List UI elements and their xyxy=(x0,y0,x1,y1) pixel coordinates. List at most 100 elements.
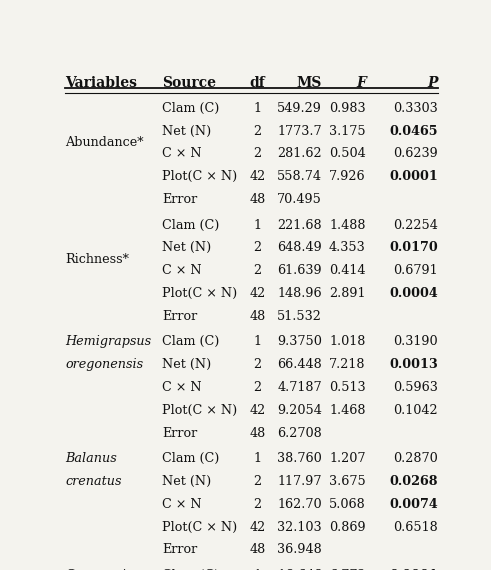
Text: 36.948: 36.948 xyxy=(277,543,322,556)
Text: Error: Error xyxy=(162,310,197,323)
Text: 1: 1 xyxy=(253,452,261,465)
Text: Net (N): Net (N) xyxy=(162,125,212,138)
Text: df: df xyxy=(249,76,265,90)
Text: 1: 1 xyxy=(253,335,261,348)
Text: 281.62: 281.62 xyxy=(277,148,322,161)
Text: C × N: C × N xyxy=(162,498,202,511)
Text: 0.6518: 0.6518 xyxy=(393,520,438,534)
Text: Error: Error xyxy=(162,426,197,439)
Text: 2: 2 xyxy=(253,242,261,254)
Text: 4.353: 4.353 xyxy=(329,242,366,254)
Text: 6.772: 6.772 xyxy=(329,569,366,570)
Text: 38.760: 38.760 xyxy=(277,452,322,465)
Text: 0.504: 0.504 xyxy=(329,148,366,161)
Text: Balanus: Balanus xyxy=(65,452,117,465)
Text: P: P xyxy=(428,76,438,90)
Text: 0.0465: 0.0465 xyxy=(389,125,438,138)
Text: 0.983: 0.983 xyxy=(329,102,366,115)
Text: 4.7187: 4.7187 xyxy=(277,381,322,394)
Text: 0.1042: 0.1042 xyxy=(393,404,438,417)
Text: 1: 1 xyxy=(253,218,261,231)
Text: Abundance*: Abundance* xyxy=(65,136,144,149)
Text: F: F xyxy=(356,76,366,90)
Text: 51.532: 51.532 xyxy=(277,310,322,323)
Text: 0.3303: 0.3303 xyxy=(393,102,438,115)
Text: Community: Community xyxy=(65,569,139,570)
Text: Clam (C): Clam (C) xyxy=(162,218,219,231)
Text: 549.29: 549.29 xyxy=(277,102,322,115)
Text: MS: MS xyxy=(297,76,322,90)
Text: Plot(C × N): Plot(C × N) xyxy=(162,404,238,417)
Text: 0.0013: 0.0013 xyxy=(389,358,438,371)
Text: 32.103: 32.103 xyxy=(277,520,322,534)
Text: 1: 1 xyxy=(253,569,261,570)
Text: Clam (C): Clam (C) xyxy=(162,335,219,348)
Text: 0.0074: 0.0074 xyxy=(389,498,438,511)
Text: 648.49: 648.49 xyxy=(277,242,322,254)
Text: 1.468: 1.468 xyxy=(329,404,366,417)
Text: 2.891: 2.891 xyxy=(329,287,366,300)
Text: 558.74: 558.74 xyxy=(277,170,322,184)
Text: 18 648: 18 648 xyxy=(277,569,322,570)
Text: Error: Error xyxy=(162,543,197,556)
Text: 1.488: 1.488 xyxy=(329,218,366,231)
Text: 0.0004: 0.0004 xyxy=(389,287,438,300)
Text: crenatus: crenatus xyxy=(65,475,122,488)
Text: 66.448: 66.448 xyxy=(277,358,322,371)
Text: 0.6239: 0.6239 xyxy=(393,148,438,161)
Text: 0.0170: 0.0170 xyxy=(389,242,438,254)
Text: 2: 2 xyxy=(253,148,261,161)
Text: Plot(C × N): Plot(C × N) xyxy=(162,287,238,300)
Text: 9.3750: 9.3750 xyxy=(277,335,322,348)
Text: 0.414: 0.414 xyxy=(329,264,366,277)
Text: Net (N): Net (N) xyxy=(162,358,212,371)
Text: 42: 42 xyxy=(249,287,266,300)
Text: Net (N): Net (N) xyxy=(162,242,212,254)
Text: 2: 2 xyxy=(253,381,261,394)
Text: Source: Source xyxy=(162,76,216,90)
Text: 1: 1 xyxy=(253,102,261,115)
Text: 1.018: 1.018 xyxy=(329,335,366,348)
Text: 7.218: 7.218 xyxy=(329,358,366,371)
Text: 48: 48 xyxy=(249,543,266,556)
Text: 0.0001: 0.0001 xyxy=(389,170,438,184)
Text: Plot(C × N): Plot(C × N) xyxy=(162,170,238,184)
Text: 42: 42 xyxy=(249,170,266,184)
Text: 61.639: 61.639 xyxy=(277,264,322,277)
Text: 0.3190: 0.3190 xyxy=(393,335,438,348)
Text: 48: 48 xyxy=(249,193,266,206)
Text: 0.6791: 0.6791 xyxy=(393,264,438,277)
Text: 9.2054: 9.2054 xyxy=(277,404,322,417)
Text: 162.70: 162.70 xyxy=(277,498,322,511)
Text: Hemigrapsus: Hemigrapsus xyxy=(65,335,151,348)
Text: Error: Error xyxy=(162,193,197,206)
Text: C × N: C × N xyxy=(162,381,202,394)
Text: 2: 2 xyxy=(253,475,261,488)
Text: 3.675: 3.675 xyxy=(329,475,366,488)
Text: Clam (C): Clam (C) xyxy=(162,102,219,115)
Text: 2: 2 xyxy=(253,498,261,511)
Text: Variables: Variables xyxy=(65,76,137,90)
Text: 48: 48 xyxy=(249,426,266,439)
Text: 221.68: 221.68 xyxy=(277,218,322,231)
Text: 42: 42 xyxy=(249,520,266,534)
Text: 0.0001: 0.0001 xyxy=(389,569,438,570)
Text: 148.96: 148.96 xyxy=(277,287,322,300)
Text: 1773.7: 1773.7 xyxy=(277,125,322,138)
Text: 0.2254: 0.2254 xyxy=(393,218,438,231)
Text: 42: 42 xyxy=(249,404,266,417)
Text: 2: 2 xyxy=(253,264,261,277)
Text: 7.926: 7.926 xyxy=(329,170,366,184)
Text: 5.068: 5.068 xyxy=(329,498,366,511)
Text: 2: 2 xyxy=(253,125,261,138)
Text: 3.175: 3.175 xyxy=(329,125,366,138)
Text: Clam (C): Clam (C) xyxy=(162,569,219,570)
Text: 0.0268: 0.0268 xyxy=(389,475,438,488)
Text: Plot(C × N): Plot(C × N) xyxy=(162,520,238,534)
Text: 0.869: 0.869 xyxy=(329,520,366,534)
Text: 70.495: 70.495 xyxy=(277,193,322,206)
Text: 2: 2 xyxy=(253,358,261,371)
Text: Net (N): Net (N) xyxy=(162,475,212,488)
Text: 0.513: 0.513 xyxy=(329,381,366,394)
Text: 48: 48 xyxy=(249,310,266,323)
